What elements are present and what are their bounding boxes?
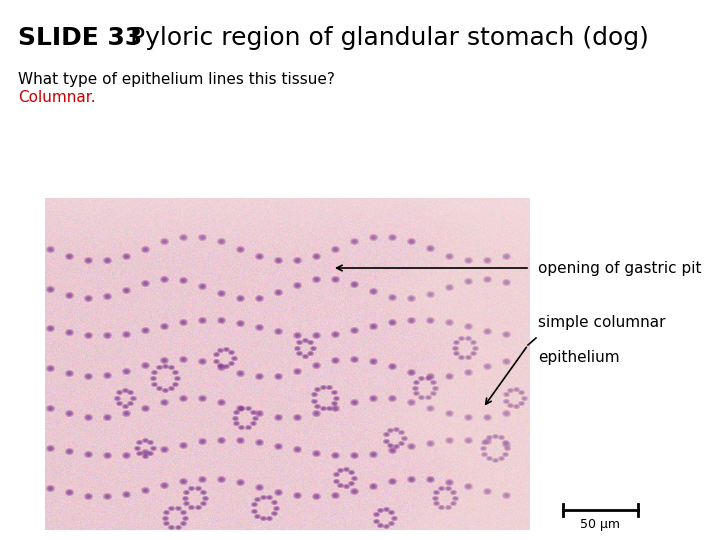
Text: SLIDE 33: SLIDE 33 bbox=[18, 26, 143, 50]
Text: epithelium: epithelium bbox=[538, 350, 620, 365]
Text: 50 μm: 50 μm bbox=[580, 518, 621, 531]
Text: simple columnar: simple columnar bbox=[538, 315, 665, 330]
Text: opening of gastric pit: opening of gastric pit bbox=[538, 260, 701, 275]
Text: Pyloric region of glandular stomach (dog): Pyloric region of glandular stomach (dog… bbox=[130, 26, 649, 50]
Text: What type of epithelium lines this tissue?: What type of epithelium lines this tissu… bbox=[18, 72, 335, 87]
Text: Columnar.: Columnar. bbox=[18, 90, 96, 105]
